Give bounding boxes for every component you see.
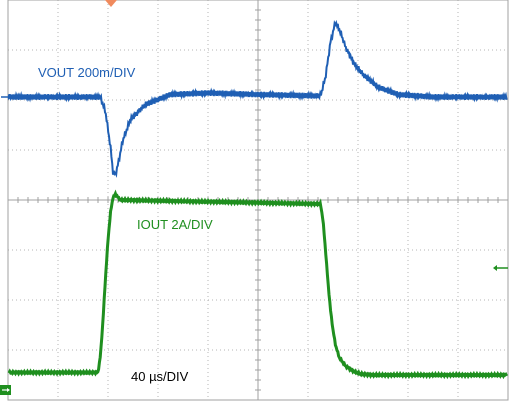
iout-trace-group bbox=[7, 189, 508, 380]
iout-trace bbox=[7, 189, 508, 380]
iout-ground-marker-icon bbox=[0, 385, 11, 395]
vout-series-label: VOUT 200m/DIV bbox=[38, 65, 136, 80]
offset-arrow-icon bbox=[493, 265, 508, 271]
timebase-label: 40 µs/DIV bbox=[131, 369, 189, 384]
iout-series-label: IOUT 2A/DIV bbox=[137, 217, 213, 232]
trigger-marker-icon bbox=[105, 0, 117, 7]
vout-trace-group bbox=[8, 19, 508, 178]
vout-ground-marker-icon bbox=[1, 94, 12, 100]
vout-trace bbox=[8, 19, 508, 178]
